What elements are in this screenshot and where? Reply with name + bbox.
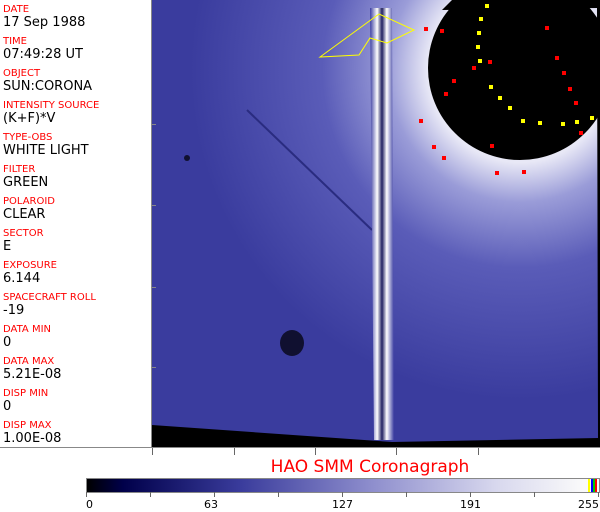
colorbar-tick-label: 127 bbox=[332, 498, 353, 511]
field-label: DISP MAX bbox=[3, 420, 52, 431]
field-label: DATE bbox=[3, 4, 30, 15]
overlay-marker-yellow bbox=[521, 119, 525, 123]
axis-tick bbox=[396, 447, 397, 455]
overlay-marker-red bbox=[432, 145, 436, 149]
overlay-marker-yellow bbox=[508, 106, 512, 110]
colorbar-end-red bbox=[595, 479, 597, 492]
colorbar-tick bbox=[86, 492, 87, 497]
colorbar-tick-label: 255 bbox=[578, 498, 599, 511]
colorbar-tick bbox=[150, 492, 151, 497]
colorbar-tick-label: 0 bbox=[86, 498, 93, 511]
overlay-marker-red bbox=[522, 170, 526, 174]
field-value: 07:49:28 UT bbox=[3, 47, 83, 62]
overlay-marker-red bbox=[440, 29, 444, 33]
field-label: DATA MAX bbox=[3, 356, 55, 367]
dark-spot bbox=[280, 330, 304, 356]
field-label: SPACECRAFT ROLL bbox=[3, 292, 96, 303]
field-label: DISP MIN bbox=[3, 388, 49, 399]
colorbar-end-blue bbox=[591, 479, 593, 492]
overlay-marker-red bbox=[488, 60, 492, 64]
overlay-marker-yellow bbox=[575, 120, 579, 124]
overlay-marker-red bbox=[545, 26, 549, 30]
dark-spot-small bbox=[184, 155, 190, 161]
overlay-marker-red bbox=[442, 156, 446, 160]
overlay-marker-yellow bbox=[489, 85, 493, 89]
colorbar-tick bbox=[278, 492, 279, 497]
overlay-marker-red bbox=[472, 66, 476, 70]
field-label: INTENSITY SOURCE bbox=[3, 100, 100, 111]
pylon-stripe bbox=[370, 8, 394, 440]
colorbar-tick bbox=[598, 492, 599, 497]
field-value: (K+F)*V bbox=[3, 111, 56, 126]
overlay-marker-yellow bbox=[478, 59, 482, 63]
image-bottom-border bbox=[152, 447, 600, 448]
overlay-marker-yellow bbox=[561, 122, 565, 126]
field-label: OBJECT bbox=[3, 68, 41, 79]
field-label: POLAROID bbox=[3, 196, 56, 207]
colorbar-tick-label: 191 bbox=[460, 498, 481, 511]
metadata-panel: DATE 17 Sep 1988 TIME 07:49:28 UT OBJECT SUN:… bbox=[0, 0, 152, 448]
overlay-marker-yellow bbox=[479, 17, 483, 21]
overlay-marker-red bbox=[579, 131, 583, 135]
overlay-markers bbox=[419, 4, 594, 175]
field-value: 0 bbox=[3, 399, 12, 414]
instrument-title: HAO SMM Coronagraph bbox=[270, 457, 470, 477]
overlay-marker-red bbox=[490, 144, 494, 148]
overlay-marker-yellow bbox=[477, 31, 481, 35]
overlay-marker-yellow bbox=[498, 96, 502, 100]
overlay-marker-red bbox=[555, 56, 559, 60]
field-label: DATA MIN bbox=[3, 324, 51, 335]
overlay-marker-red bbox=[424, 27, 428, 31]
colorbar-end-yellow bbox=[588, 479, 590, 492]
overlay-marker-red bbox=[452, 79, 456, 83]
field-value: CLEAR bbox=[3, 207, 46, 222]
axis-tick bbox=[315, 447, 316, 455]
field-value: E bbox=[3, 239, 12, 254]
field-value: GREEN bbox=[3, 175, 49, 190]
colorbar-tick-label: 63 bbox=[204, 498, 218, 511]
field-label: SECTOR bbox=[3, 228, 44, 239]
overlay-marker-red bbox=[568, 87, 572, 91]
colorbar-tick bbox=[214, 492, 215, 497]
field-value: SUN:CORONA bbox=[3, 79, 93, 94]
overlay-marker-yellow bbox=[590, 116, 594, 120]
field-value: 1.00E-08 bbox=[3, 431, 62, 446]
overlay-marker-red bbox=[419, 119, 423, 123]
axis-tick bbox=[152, 447, 153, 455]
coronagraph-image bbox=[152, 0, 600, 448]
overlay-marker-red bbox=[562, 71, 566, 75]
diagonal-streak bbox=[246, 109, 373, 231]
field-value: 6.144 bbox=[3, 271, 41, 286]
overlay-marker-red bbox=[444, 92, 448, 96]
field-value: 5.21E-08 bbox=[3, 367, 62, 382]
field-label: TIME bbox=[3, 36, 28, 47]
overlay-marker-yellow bbox=[476, 45, 480, 49]
overlay-marker-red bbox=[574, 101, 578, 105]
field-label: TYPE-OBS bbox=[3, 132, 53, 143]
overlay-marker-yellow bbox=[485, 4, 489, 8]
field-value: WHITE LIGHT bbox=[3, 143, 89, 158]
field-label: FILTER bbox=[3, 164, 36, 175]
axis-tick bbox=[234, 447, 235, 455]
colorbar bbox=[86, 478, 600, 493]
occulting-disk bbox=[428, 0, 600, 160]
field-value: 17 Sep 1988 bbox=[3, 15, 86, 30]
colorbar-end-green bbox=[593, 479, 595, 492]
colorbar-tick bbox=[406, 492, 407, 497]
colorbar-tick bbox=[470, 492, 471, 497]
axis-tick bbox=[478, 447, 479, 455]
overlay-marker-yellow bbox=[538, 121, 542, 125]
overlay-marker-red bbox=[495, 171, 499, 175]
field-value: -19 bbox=[3, 303, 25, 318]
overlay-outline bbox=[318, 13, 416, 58]
field-label: EXPOSURE bbox=[3, 260, 58, 271]
axis-ticks bbox=[152, 124, 156, 368]
colorbar-tick bbox=[342, 492, 343, 497]
colorbar-tick bbox=[534, 492, 535, 497]
field-value: 0 bbox=[3, 335, 12, 350]
